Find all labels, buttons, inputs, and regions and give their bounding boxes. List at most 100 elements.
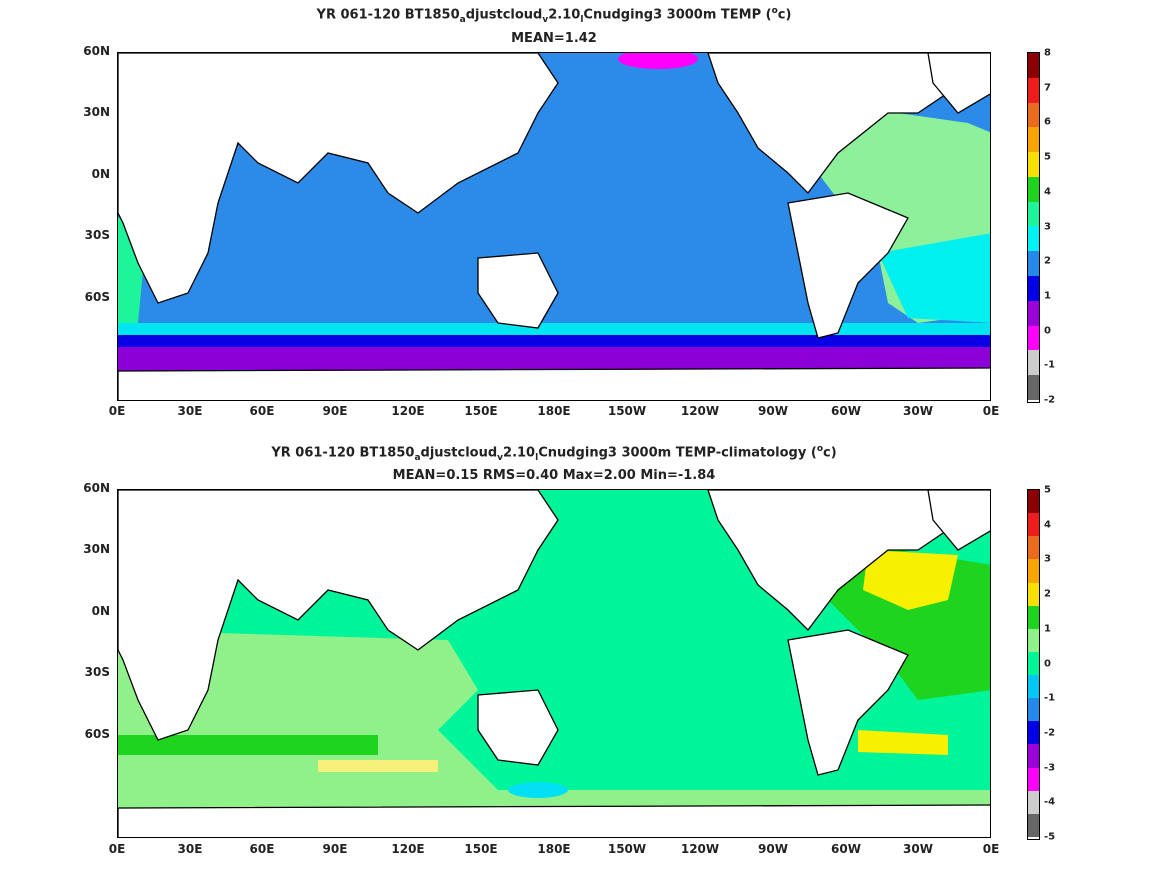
colorbar-segment — [1028, 698, 1039, 722]
south-atlantic-yellow — [858, 730, 948, 755]
colorbar-segment — [1028, 536, 1039, 560]
colorbar-label: -2 — [1044, 394, 1056, 406]
panel1-map-svg — [118, 53, 990, 400]
colorbar-segment — [1028, 53, 1039, 78]
landmasses — [118, 53, 990, 400]
colorbar-label: 0 — [1044, 658, 1051, 669]
xtick: 90W — [758, 842, 788, 856]
ytick: 60S — [84, 727, 110, 741]
colorbar-segment — [1028, 251, 1039, 277]
landmasses — [118, 490, 990, 837]
colorbar-segment — [1028, 559, 1039, 583]
xtick: 90E — [322, 842, 348, 856]
xtick: 150W — [607, 404, 647, 418]
antarctica — [118, 804, 990, 837]
colorbar-segment — [1028, 744, 1039, 768]
xtick: 30W — [903, 404, 933, 418]
xtick: 120E — [391, 842, 425, 856]
panel2-map — [117, 489, 991, 838]
xtick: 90W — [758, 404, 788, 418]
colorbar-label: 2 — [1044, 588, 1051, 600]
colorbar-segment — [1028, 628, 1039, 652]
colorbar-label: 4 — [1044, 519, 1051, 531]
ytick: 60S — [84, 290, 110, 304]
xtick: 150E — [464, 842, 498, 856]
panel2-title: YR 061-120 BT1850adjustcloudv2.10lCnudgi… — [271, 444, 837, 463]
colorbar-segment — [1028, 651, 1039, 675]
ytick: 60N — [83, 44, 110, 58]
xtick: 150W — [607, 842, 647, 856]
colorbar-segment — [1028, 375, 1039, 400]
panel1-stats: MEAN=1.42 — [511, 31, 597, 46]
colorbar-label: -4 — [1044, 796, 1056, 808]
colorbar-segment — [1028, 152, 1039, 177]
xtick: 30W — [903, 842, 933, 856]
colorbar-segment — [1028, 77, 1039, 103]
australia — [477, 689, 559, 766]
colorbar-label: 4 — [1044, 186, 1051, 198]
panel2-map-svg — [118, 490, 990, 837]
colorbar-segment — [1028, 226, 1039, 252]
panel1-colorbar — [1027, 52, 1040, 403]
southern-yellow-patch — [318, 760, 438, 772]
colorbar-label: 3 — [1044, 221, 1051, 232]
colorbar-label: 7 — [1044, 82, 1051, 94]
colorbar-segment — [1028, 605, 1039, 629]
colorbar-segment — [1028, 513, 1039, 537]
colorbar-segment — [1028, 201, 1039, 227]
southern-cyan-patch — [508, 782, 568, 798]
ytick: 30S — [84, 228, 110, 242]
colorbar-label: -5 — [1044, 831, 1056, 843]
ytick: 0N — [91, 167, 110, 181]
atlantic-yellow — [863, 550, 958, 610]
xtick: 0E — [108, 404, 126, 418]
colorbar-segment — [1028, 675, 1039, 699]
ytick: 30N — [83, 105, 110, 119]
colorbar-label: 3 — [1044, 553, 1051, 565]
colorbar-label: -3 — [1044, 762, 1056, 774]
colorbar-segment — [1028, 767, 1039, 791]
north-america — [707, 490, 990, 631]
colorbar-label: 1 — [1044, 290, 1051, 302]
southern-green-band — [118, 735, 378, 755]
xtick: 0E — [108, 842, 126, 856]
colorbar-segment — [1028, 790, 1039, 814]
xtick: 120E — [391, 404, 425, 418]
colorbar-label: 1 — [1044, 623, 1051, 635]
colorbar-label: 2 — [1044, 255, 1051, 267]
north-america — [707, 53, 990, 194]
colorbar-segment — [1028, 127, 1039, 153]
xtick: 60W — [831, 842, 861, 856]
greenland — [927, 490, 990, 551]
colorbar-segment — [1028, 582, 1039, 606]
xtick: 0E — [982, 842, 1000, 856]
south-america — [787, 192, 909, 339]
colorbar-label: 5 — [1044, 151, 1051, 163]
colorbar-label: -1 — [1044, 359, 1056, 371]
antarctica — [118, 367, 990, 400]
colorbar-segment — [1028, 813, 1039, 837]
xtick: 60W — [831, 404, 861, 418]
colorbar-segment — [1028, 350, 1039, 376]
ytick: 30N — [83, 542, 110, 556]
colorbar-label: -2 — [1044, 727, 1056, 739]
xtick: 0E — [982, 404, 1000, 418]
xtick: 180E — [537, 404, 571, 418]
colorbar-segment — [1028, 325, 1039, 351]
xtick: 60E — [249, 404, 275, 418]
xtick: 120W — [680, 404, 720, 418]
xtick: 90E — [322, 404, 348, 418]
colorbar-segment — [1028, 490, 1039, 514]
ytick: 60N — [83, 481, 110, 495]
xtick: 30E — [177, 842, 203, 856]
ytick: 0N — [91, 604, 110, 618]
australia — [477, 252, 559, 329]
colorbar-label: -1 — [1044, 692, 1056, 704]
colorbar-segment — [1028, 176, 1039, 202]
xtick: 150E — [464, 404, 498, 418]
eurasia-africa — [118, 490, 559, 741]
panel2-colorbar — [1027, 489, 1040, 840]
colorbar-segment — [1028, 276, 1039, 301]
colorbar-label: 5 — [1044, 484, 1051, 496]
colorbar-segment — [1028, 721, 1039, 745]
